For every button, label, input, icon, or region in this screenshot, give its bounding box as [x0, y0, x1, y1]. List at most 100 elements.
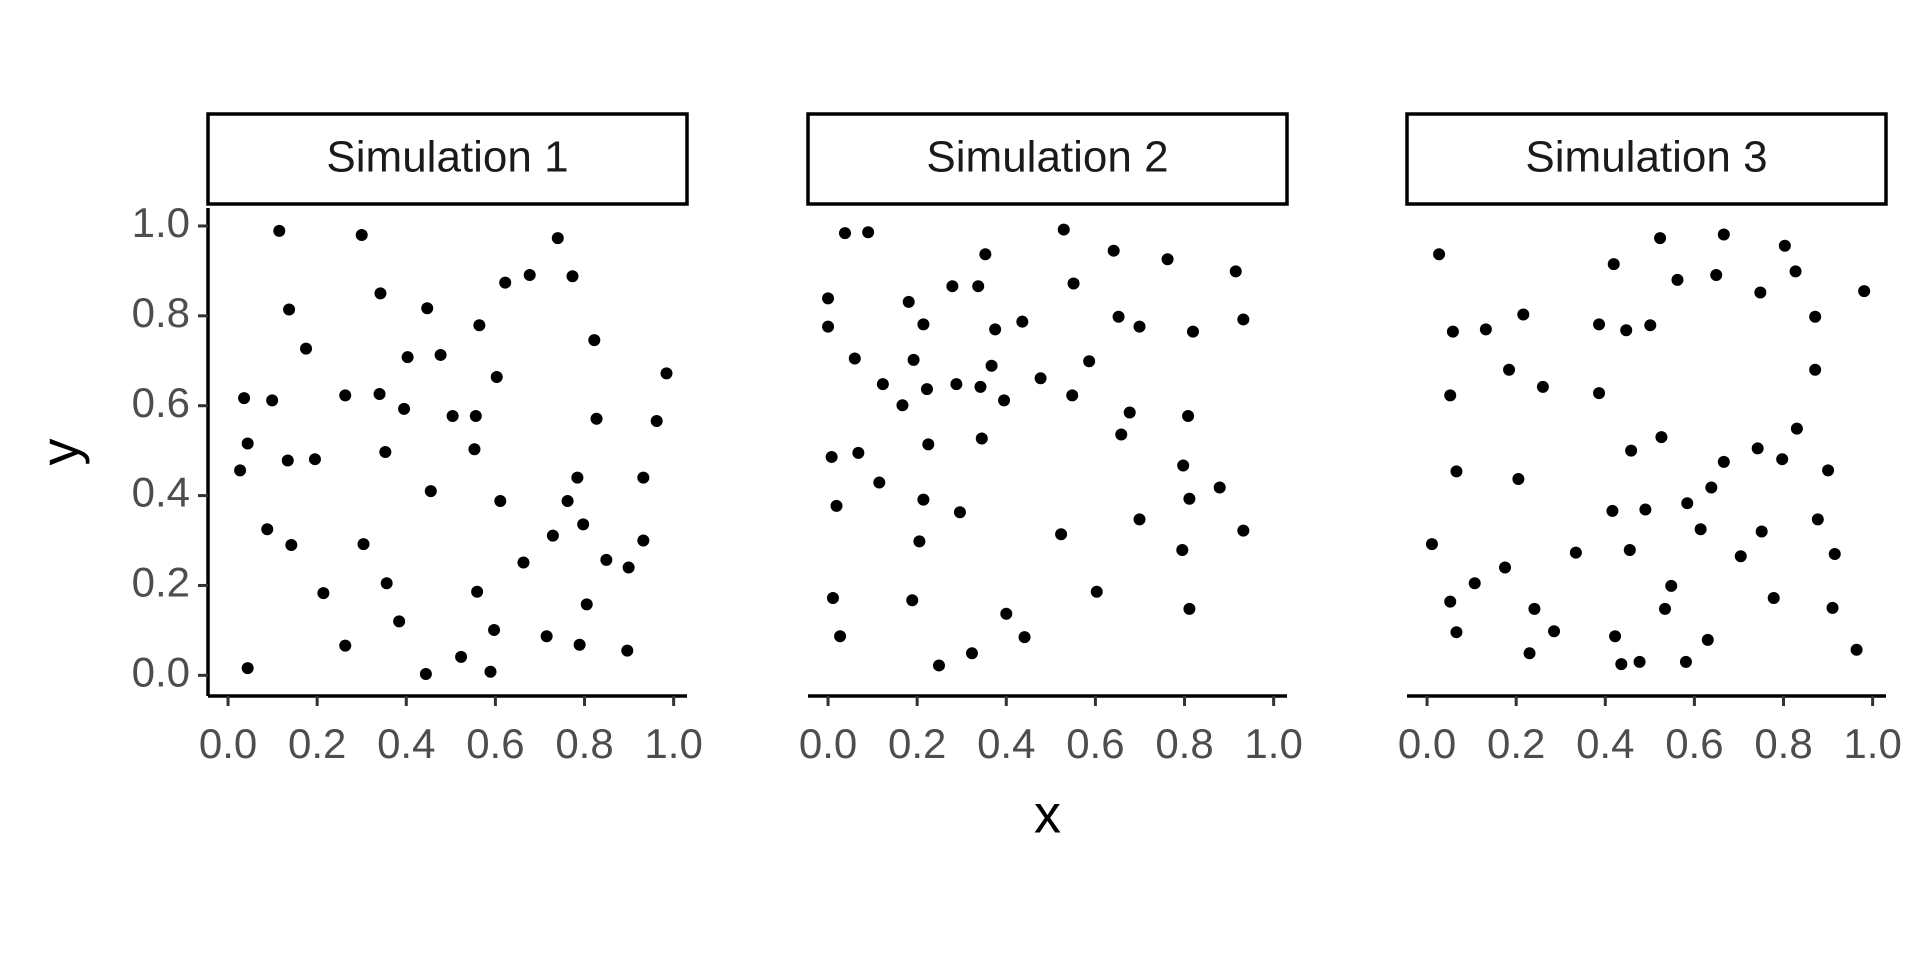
point — [985, 359, 998, 372]
point — [380, 577, 393, 590]
point — [852, 446, 865, 459]
point — [1623, 543, 1636, 556]
point — [873, 476, 886, 489]
point — [1734, 550, 1747, 563]
x-tick-label: 0.0 — [1398, 720, 1456, 767]
strip-box — [1405, 112, 1888, 206]
point — [434, 348, 447, 361]
point — [1183, 492, 1196, 505]
point — [1593, 387, 1606, 400]
point — [1654, 232, 1667, 245]
point — [637, 534, 650, 547]
point — [1615, 658, 1628, 671]
point — [471, 585, 484, 598]
point — [573, 638, 586, 651]
point — [917, 493, 930, 506]
point — [1809, 363, 1822, 376]
point — [1609, 630, 1622, 643]
point — [551, 232, 564, 245]
point — [473, 319, 486, 332]
point — [273, 224, 286, 237]
point — [523, 268, 536, 281]
point — [285, 539, 298, 552]
point — [1710, 268, 1723, 281]
y-tick-label: 0.0 — [132, 648, 190, 695]
point — [1620, 324, 1633, 337]
point — [261, 523, 274, 536]
point — [848, 352, 861, 365]
point — [590, 412, 603, 425]
point — [989, 323, 1002, 336]
point — [1701, 633, 1714, 646]
point — [355, 228, 368, 241]
point — [1229, 265, 1242, 278]
y-tick-label: 1.0 — [132, 199, 190, 246]
point — [1425, 538, 1438, 551]
point — [1858, 285, 1871, 298]
point — [922, 438, 935, 451]
point — [1639, 503, 1652, 516]
point — [419, 667, 432, 680]
point — [238, 392, 251, 405]
point — [1133, 513, 1146, 526]
point — [1177, 459, 1190, 472]
point — [546, 529, 559, 542]
x-tick-label: 0.8 — [555, 720, 613, 767]
point — [517, 556, 530, 569]
x-tick-label: 0.8 — [1155, 720, 1213, 767]
point — [317, 587, 330, 600]
point — [490, 370, 503, 383]
point — [1705, 481, 1718, 494]
point — [834, 630, 847, 643]
point — [974, 380, 987, 393]
point — [1811, 513, 1824, 526]
point — [1090, 585, 1103, 598]
point — [1112, 310, 1125, 323]
point — [1083, 355, 1096, 368]
y-tick-label: 0.8 — [132, 289, 190, 336]
point — [1066, 389, 1079, 402]
point — [1517, 308, 1530, 321]
point — [621, 644, 634, 657]
point — [577, 518, 590, 531]
point — [1523, 647, 1536, 660]
strip-title: Simulation 1 — [326, 133, 568, 182]
point — [1444, 595, 1457, 608]
x-tick-label: 0.2 — [288, 720, 346, 767]
point — [561, 494, 574, 507]
point — [393, 615, 406, 628]
point — [862, 226, 875, 239]
point — [1512, 472, 1525, 485]
point — [920, 383, 933, 396]
point — [469, 410, 482, 423]
point — [1479, 323, 1492, 336]
point — [1850, 643, 1863, 656]
point — [1778, 239, 1791, 252]
y-tick-label: 0.2 — [132, 559, 190, 606]
point — [357, 538, 370, 551]
point — [1826, 601, 1839, 614]
strip-title: Simulation 3 — [1525, 133, 1767, 182]
point — [1767, 592, 1780, 605]
point — [300, 342, 313, 355]
x-axis-title: x — [1034, 784, 1061, 844]
point — [913, 535, 926, 548]
point — [1016, 315, 1029, 328]
point — [1433, 248, 1446, 261]
point — [494, 494, 507, 507]
point — [1681, 497, 1694, 510]
point — [906, 594, 919, 607]
point — [1133, 320, 1146, 333]
point — [1237, 313, 1250, 326]
point — [1606, 504, 1619, 517]
point — [1067, 277, 1080, 290]
x-tick-label: 0.0 — [199, 720, 257, 767]
point — [1644, 319, 1657, 332]
point — [600, 553, 613, 566]
point — [1183, 602, 1196, 615]
point — [822, 292, 835, 305]
x-tick-label: 1.0 — [1843, 720, 1901, 767]
x-tick-label: 0.6 — [466, 720, 524, 767]
point — [580, 598, 593, 611]
x-tick-label: 0.2 — [888, 720, 946, 767]
